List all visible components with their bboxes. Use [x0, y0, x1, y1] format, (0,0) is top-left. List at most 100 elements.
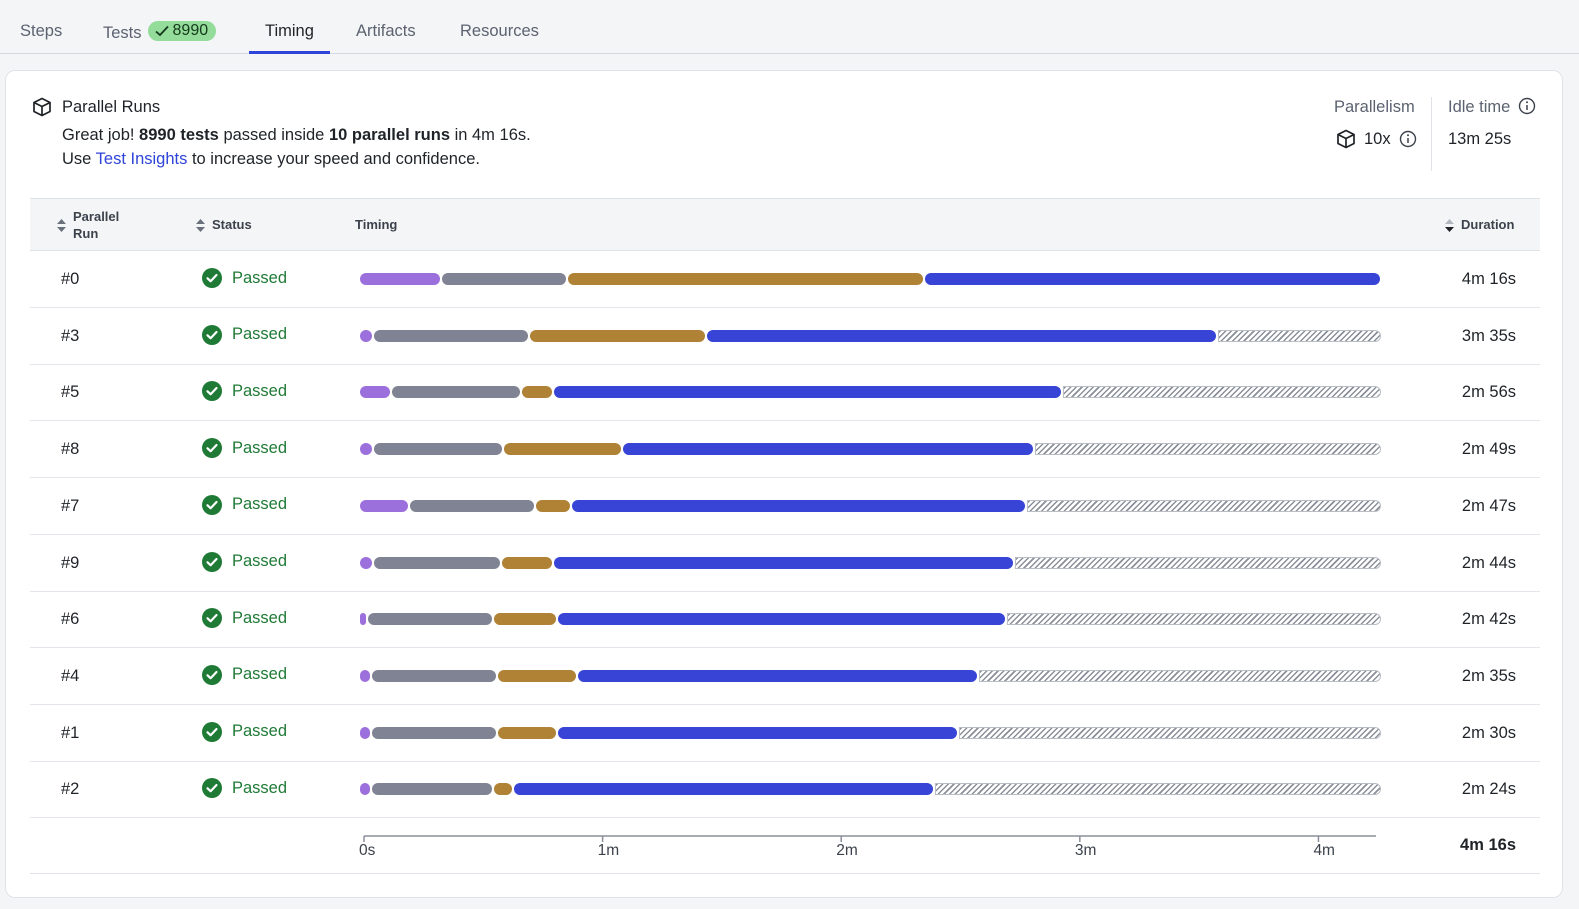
tests-segment[interactable] — [571, 499, 1025, 512]
deps-segment[interactable] — [535, 499, 570, 512]
table-row[interactable]: #0 Passed 4m 16s — [30, 251, 1540, 308]
deps-segment[interactable] — [493, 783, 512, 796]
timing-bar[interactable] — [359, 499, 1381, 512]
info-icon[interactable] — [1518, 97, 1536, 115]
col-duration[interactable]: Duration — [1461, 217, 1515, 232]
tab-artifacts[interactable]: Artifacts — [356, 22, 416, 53]
checkout-segment[interactable] — [373, 443, 502, 456]
status-cell: Passed — [202, 494, 287, 515]
setup-segment[interactable] — [360, 669, 370, 682]
table-row[interactable]: #4 Passed 2m 35s — [30, 648, 1540, 705]
sort-icon[interactable] — [57, 219, 66, 232]
setup-segment[interactable] — [360, 556, 372, 569]
col-parallel-run[interactable]: Parallel Run — [73, 208, 119, 242]
col-status[interactable]: Status — [212, 217, 252, 232]
deps-segment[interactable] — [497, 669, 576, 682]
timing-bar[interactable] — [359, 726, 1381, 739]
status-cell: Passed — [202, 438, 287, 459]
timing-bar[interactable] — [359, 783, 1381, 796]
timing-bar[interactable] — [359, 329, 1381, 342]
duration-cell: 4m 16s — [1461, 270, 1516, 288]
tests-segment[interactable] — [557, 726, 957, 739]
checkout-segment[interactable] — [373, 329, 528, 342]
table-row[interactable]: #1 Passed 2m 30s — [30, 705, 1540, 762]
timing-bar[interactable] — [359, 386, 1381, 399]
test-insights-link[interactable]: Test Insights — [95, 150, 188, 168]
tests-segment[interactable] — [553, 386, 1061, 399]
table-row[interactable]: #6 Passed 2m 42s — [30, 591, 1540, 649]
deps-segment[interactable] — [493, 613, 556, 626]
passed-check-icon — [202, 551, 222, 572]
tab-tests[interactable]: Tests 8990 — [103, 21, 217, 53]
setup-segment[interactable] — [360, 443, 372, 456]
setup-segment[interactable] — [360, 726, 370, 739]
table-row[interactable]: #8 Passed 2m 49s — [30, 421, 1540, 479]
tests-segment[interactable] — [553, 556, 1013, 569]
idle-segment[interactable] — [1062, 386, 1381, 399]
idle-segment[interactable] — [1006, 613, 1381, 626]
tests-segment[interactable] — [557, 613, 1005, 626]
idle-time-label-group: Idle time — [1448, 97, 1536, 117]
run-id: #8 — [61, 440, 80, 459]
deps-segment[interactable] — [503, 443, 622, 456]
deps-segment[interactable] — [497, 726, 556, 739]
idle-segment[interactable] — [1034, 443, 1381, 456]
sort-icon[interactable] — [196, 219, 205, 232]
idle-segment[interactable] — [934, 783, 1381, 796]
deps-segment[interactable] — [567, 273, 923, 285]
sort-desc-icon[interactable] — [1445, 219, 1454, 232]
table-row[interactable]: #7 Passed 2m 47s — [30, 478, 1540, 535]
table-row[interactable]: #3 Passed 3m 35s — [30, 308, 1540, 365]
duration-cell: 3m 35s — [1461, 326, 1516, 345]
col-parallel-run-label-1: Parallel — [73, 209, 120, 224]
tests-segment[interactable] — [623, 443, 1033, 456]
tests-segment[interactable] — [707, 329, 1217, 342]
setup-segment[interactable] — [360, 386, 390, 399]
timing-bar[interactable] — [359, 443, 1381, 456]
timing-bar[interactable] — [359, 669, 1381, 682]
tab-steps-label: Steps — [20, 22, 63, 40]
cube-icon — [33, 97, 51, 117]
table-row[interactable]: #9 Passed 2m 44s — [30, 535, 1540, 592]
idle-segment[interactable] — [1026, 499, 1381, 512]
setup-segment[interactable] — [360, 783, 370, 796]
table-row[interactable]: #5 Passed 2m 56s — [30, 364, 1540, 422]
tests-segment[interactable] — [577, 669, 977, 682]
setup-segment[interactable] — [360, 499, 408, 512]
checkout-segment[interactable] — [409, 499, 534, 512]
status-cell: Passed — [202, 268, 287, 288]
deps-segment[interactable] — [529, 329, 706, 342]
setup-segment[interactable] — [360, 613, 366, 626]
idle-segment[interactable] — [1014, 556, 1381, 569]
deps-segment[interactable] — [521, 386, 552, 399]
setup-segment[interactable] — [360, 329, 372, 342]
idle-segment[interactable] — [978, 669, 1381, 682]
checkout-segment[interactable] — [371, 783, 492, 796]
tests-segment[interactable] — [513, 783, 933, 796]
idle-segment[interactable] — [958, 726, 1381, 739]
tab-artifacts-label: Artifacts — [356, 22, 416, 40]
tab-resources[interactable]: Resources — [460, 22, 539, 53]
checkout-segment[interactable] — [371, 669, 496, 682]
checkout-segment[interactable] — [371, 726, 496, 739]
timing-bar[interactable] — [359, 556, 1381, 569]
tab-steps[interactable]: Steps — [20, 22, 62, 53]
timing-bar[interactable] — [359, 273, 1381, 285]
table-row[interactable]: #2 Passed 2m 24s — [30, 761, 1540, 819]
run-id: #2 — [61, 780, 80, 799]
checkout-segment[interactable] — [367, 613, 492, 626]
duration-cell: 2m 49s — [1461, 440, 1516, 459]
summary-text: Great job! 8990 tests passed inside 10 p… — [62, 126, 531, 145]
deps-segment[interactable] — [501, 556, 552, 569]
duration-cell: 2m 24s — [1461, 780, 1516, 799]
setup-segment[interactable] — [360, 273, 440, 285]
timing-bar[interactable] — [359, 613, 1381, 626]
tests-segment[interactable] — [924, 273, 1380, 285]
parallel-runs-card: Parallel Runs Great job! 8990 tests pass… — [5, 70, 1563, 898]
checkout-segment[interactable] — [391, 386, 520, 399]
checkout-segment[interactable] — [373, 556, 500, 569]
checkout-segment[interactable] — [441, 273, 566, 285]
tab-timing[interactable]: Timing — [249, 22, 330, 54]
idle-segment[interactable] — [1218, 329, 1381, 342]
info-icon[interactable] — [1399, 130, 1417, 148]
